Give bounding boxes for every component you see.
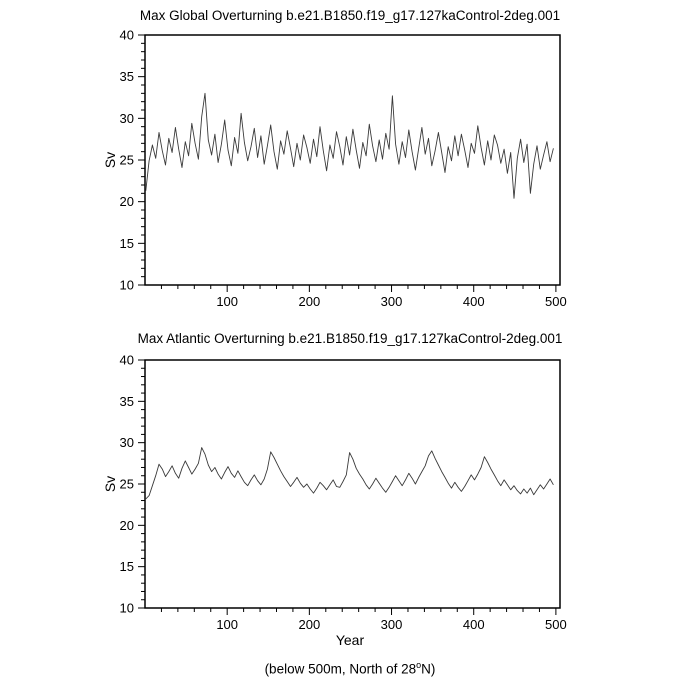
svg-text:30: 30: [120, 435, 134, 450]
svg-text:300: 300: [381, 617, 403, 632]
svg-text:400: 400: [463, 617, 485, 632]
svg-text:10: 10: [120, 278, 134, 293]
caption-suffix: N): [421, 661, 436, 677]
svg-text:100: 100: [216, 294, 238, 309]
svg-text:35: 35: [120, 69, 134, 84]
svg-text:15: 15: [120, 236, 134, 251]
figure-caption: (below 500m, North of 28oN): [0, 660, 700, 677]
svg-text:200: 200: [299, 294, 321, 309]
svg-text:25: 25: [120, 153, 134, 168]
svg-text:20: 20: [120, 194, 134, 209]
svg-text:10: 10: [120, 601, 134, 616]
svg-text:400: 400: [463, 294, 485, 309]
svg-text:100: 100: [216, 617, 238, 632]
svg-text:40: 40: [120, 353, 134, 368]
svg-text:500: 500: [545, 617, 567, 632]
x-axis-label: Year: [335, 632, 365, 648]
svg-text:35: 35: [120, 394, 134, 409]
svg-text:20: 20: [120, 518, 134, 533]
svg-text:30: 30: [120, 111, 134, 126]
svg-text:15: 15: [120, 559, 134, 574]
svg-text:40: 40: [120, 28, 134, 43]
svg-text:300: 300: [381, 294, 403, 309]
svg-text:500: 500: [545, 294, 567, 309]
y-axis-label-atlantic: Sv: [102, 475, 118, 493]
y-axis-label-global: Sv: [102, 151, 118, 169]
svg-text:200: 200: [299, 617, 321, 632]
chart-title-global: Max Global Overturning b.e21.B1850.f19_g…: [139, 8, 561, 23]
chart-title-atlantic: Max Atlantic Overturning b.e21.B1850.f19…: [137, 331, 563, 346]
svg-text:25: 25: [120, 477, 134, 492]
caption-prefix: (below 500m, North of 28: [264, 661, 417, 677]
caption-degree: o: [416, 660, 422, 670]
